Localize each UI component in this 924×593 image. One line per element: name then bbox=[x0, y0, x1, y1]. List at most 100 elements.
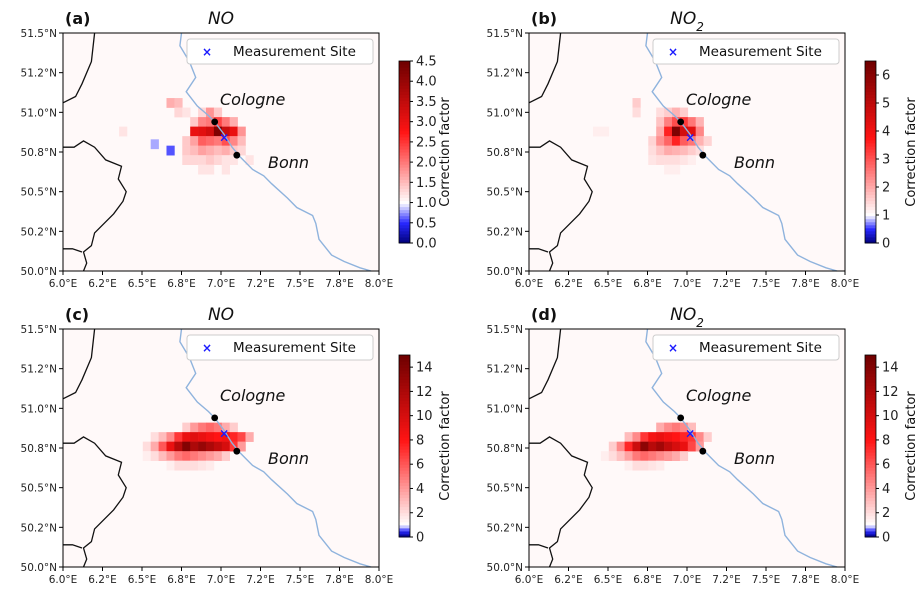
colorbar-tick-label: 0.5 bbox=[416, 216, 437, 231]
heat-cell bbox=[648, 441, 657, 452]
colorbar-segment bbox=[399, 470, 410, 474]
colorbar-segment bbox=[399, 100, 410, 104]
heat-cell bbox=[687, 441, 696, 452]
heat-cell bbox=[198, 107, 207, 118]
colorbar-segment bbox=[399, 449, 410, 453]
x-tick-label: 7.5°E bbox=[286, 574, 315, 586]
colorbar-segment bbox=[399, 488, 410, 492]
colorbar-segment bbox=[399, 94, 410, 98]
colorbar-tick-label: 4.5 bbox=[416, 55, 437, 70]
heat-cell bbox=[205, 136, 215, 146]
colorbar-segment bbox=[865, 194, 876, 198]
colorbar-segment bbox=[865, 364, 876, 368]
colorbar-segment bbox=[399, 227, 410, 232]
heat-cell bbox=[229, 145, 238, 156]
colorbar-segment bbox=[399, 355, 410, 359]
heat-cell bbox=[205, 155, 215, 165]
colorbar-segment bbox=[865, 145, 876, 150]
heat-cell bbox=[671, 441, 681, 452]
colorbar-segment bbox=[865, 212, 876, 217]
colorbar-segment bbox=[399, 524, 410, 529]
heat-cell bbox=[166, 432, 175, 442]
colorbar-tick-label: 4 bbox=[882, 482, 890, 497]
colorbar-segment bbox=[399, 148, 410, 153]
colorbar-segment bbox=[399, 136, 410, 141]
panel-title-subscript: 2 bbox=[696, 316, 704, 330]
colorbar-segment bbox=[865, 430, 876, 435]
colorbar-segment bbox=[399, 118, 410, 123]
colorbar-segment bbox=[865, 373, 876, 377]
colorbar-segment bbox=[399, 458, 410, 462]
colorbar-segment bbox=[399, 433, 410, 438]
colorbar-segment bbox=[399, 403, 410, 408]
heat-cell bbox=[656, 117, 665, 127]
colorbar-segment bbox=[865, 97, 876, 101]
colorbar-segment bbox=[399, 421, 410, 426]
x-tick-label: 7.0°E bbox=[207, 278, 236, 290]
x-tick-label: 7.5°E bbox=[752, 574, 781, 586]
colorbar-segment bbox=[865, 76, 876, 80]
legend: × Measurement Site bbox=[652, 334, 840, 361]
colorbar-segment bbox=[399, 397, 410, 401]
colorbar-segment bbox=[865, 506, 876, 511]
heat-cell bbox=[664, 432, 673, 442]
country-border bbox=[529, 544, 549, 549]
heat-cell bbox=[182, 451, 191, 461]
heat-cell bbox=[166, 441, 175, 452]
colorbar-segment bbox=[399, 452, 410, 456]
heat-cell bbox=[608, 441, 617, 452]
heat-cell bbox=[664, 117, 673, 127]
x-tick-label: 6.0°E bbox=[515, 278, 544, 290]
heat-cell bbox=[182, 155, 191, 165]
colorbar-segment bbox=[399, 464, 410, 468]
heat-cell bbox=[174, 451, 183, 461]
colorbar-segment bbox=[399, 121, 410, 126]
colorbar-segment bbox=[865, 115, 876, 120]
colorbar-segment bbox=[399, 209, 410, 214]
y-tick-label: 50.2°N bbox=[21, 522, 57, 534]
x-tick-label: 6.8°E bbox=[633, 278, 662, 290]
heat-cell bbox=[142, 451, 151, 461]
y-tick-label: 50.5°N bbox=[21, 187, 57, 199]
heat-cell bbox=[174, 432, 183, 442]
heat-cell bbox=[190, 145, 199, 156]
colorbar-segment bbox=[399, 430, 410, 435]
heat-cell bbox=[205, 441, 215, 452]
heat-cell bbox=[190, 422, 199, 433]
y-tick-label: 50.0°N bbox=[487, 266, 523, 278]
heat-cell bbox=[158, 441, 167, 452]
heat-cell bbox=[245, 155, 254, 165]
heat-cell bbox=[229, 117, 238, 127]
colorbar-segment bbox=[865, 452, 876, 456]
colorbar-segment bbox=[399, 200, 410, 205]
colorbar-segment bbox=[865, 458, 876, 462]
heat-cell bbox=[664, 164, 673, 175]
heat-cell bbox=[142, 441, 151, 452]
colorbar-segment bbox=[399, 406, 410, 411]
heat-cell bbox=[150, 451, 159, 461]
colorbar-segment bbox=[865, 85, 876, 89]
colorbar-segment bbox=[399, 409, 410, 414]
colorbar-segment bbox=[399, 67, 410, 71]
colorbar-segment bbox=[865, 464, 876, 468]
colorbar-segment bbox=[865, 152, 876, 156]
colorbar-tick-label: 0 bbox=[882, 237, 890, 252]
heat-cell bbox=[229, 126, 238, 137]
colorbar-segment bbox=[865, 533, 876, 538]
colorbar-segment bbox=[399, 145, 410, 150]
heat-cell bbox=[205, 432, 215, 442]
legend-label: Measurement Site bbox=[699, 340, 822, 356]
heat-cell bbox=[245, 432, 254, 442]
colorbar-segment bbox=[865, 139, 876, 144]
colorbar-segment bbox=[399, 436, 410, 441]
colorbar-segment bbox=[865, 61, 876, 65]
heat-cell bbox=[198, 164, 207, 175]
legend: × Measurement Site bbox=[186, 334, 374, 361]
colorbar-segment bbox=[399, 391, 410, 395]
x-tick-label: 7.0°E bbox=[673, 278, 702, 290]
colorbar-segment bbox=[399, 461, 410, 465]
heat-cell bbox=[648, 432, 657, 442]
heat-cell bbox=[687, 432, 696, 442]
country-border bbox=[528, 32, 562, 104]
heat-cell bbox=[687, 126, 696, 137]
